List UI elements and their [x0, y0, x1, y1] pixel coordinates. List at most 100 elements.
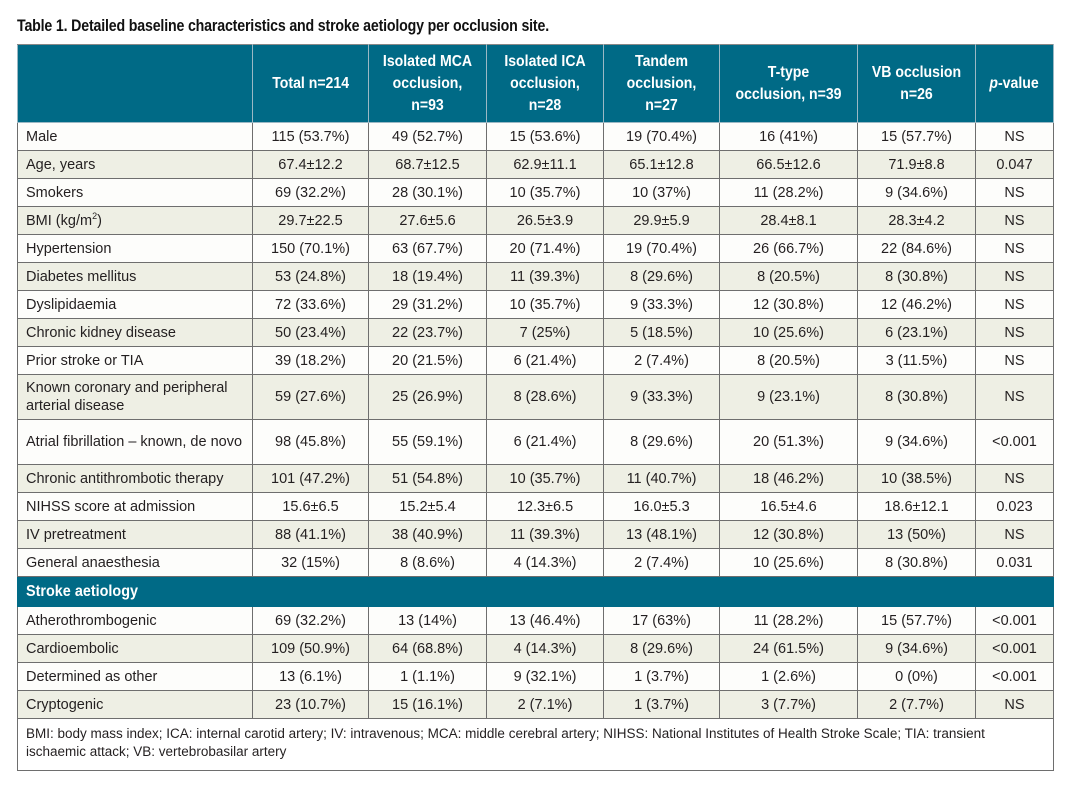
table-row: BMI (kg/m2) 29.7±22.5 27.6±5.6 26.5±3.9 29.9…: [17, 206, 1054, 235]
value-cell: 8 (29.6%): [603, 634, 720, 663]
p-value-cell: 0.047: [975, 150, 1054, 179]
header-cell: VB occlusion n=26: [857, 44, 976, 123]
row-label: BMI (kg/m2): [17, 206, 253, 235]
value-cell: 6 (23.1%): [857, 318, 976, 347]
row-label: Dyslipidaemia: [17, 290, 253, 319]
row-label-text: Chronic antithrombotic therapy: [26, 470, 224, 487]
p-value-cell: NS: [975, 690, 1054, 719]
table-row: NIHSS score at admission 15.6±6.5 15.2±5.4…: [17, 492, 1054, 521]
row-label-text: NIHSS score at admission: [26, 498, 196, 515]
value-cell: 13 (6.1%): [252, 662, 369, 691]
row-label-text: Hypertension: [26, 240, 112, 257]
value-cell: 3 (7.7%): [719, 690, 858, 719]
table-row: IV pretreatment 88 (41.1%) 38 (40.9%) 11 (3…: [17, 520, 1054, 549]
value-cell: 53 (24.8%): [252, 262, 369, 291]
value-cell: 68.7±12.5: [368, 150, 487, 179]
value-cell: 24 (61.5%): [719, 634, 858, 663]
value-cell: 10 (35.7%): [486, 290, 604, 319]
value-cell: 11 (39.3%): [486, 520, 604, 549]
header-cell: Isolated MCA occlusion, n=93: [368, 44, 487, 123]
value-cell: 29.9±5.9: [603, 206, 720, 235]
row-label: Known coronary and peripheral arterial d…: [17, 374, 253, 420]
p-value-cell: NS: [975, 374, 1054, 420]
value-cell: 39 (18.2%): [252, 346, 369, 375]
p-value-cell: NS: [975, 206, 1054, 235]
value-cell: 9 (34.6%): [857, 178, 976, 207]
row-label-text: Known coronary and peripheral arterial d…: [26, 380, 228, 414]
value-cell: 20 (21.5%): [368, 346, 487, 375]
value-cell: 67.4±12.2: [252, 150, 369, 179]
value-cell: 12.3±6.5: [486, 492, 604, 521]
value-cell: 16.0±5.3: [603, 492, 720, 521]
value-cell: 109 (50.9%): [252, 634, 369, 663]
value-cell: 16.5±4.6: [719, 492, 858, 521]
value-cell: 9 (32.1%): [486, 662, 604, 691]
row-label-text: Prior stroke or TIA: [26, 352, 144, 369]
value-cell: 26.5±3.9: [486, 206, 604, 235]
value-cell: 13 (14%): [368, 606, 487, 635]
row-label: Chronic antithrombotic therapy: [17, 464, 253, 493]
p-value-cell: NS: [975, 290, 1054, 319]
value-cell: 71.9±8.8: [857, 150, 976, 179]
value-cell: 98 (45.8%): [252, 419, 369, 465]
row-label-text: Atrial fibrillation – known, de novo: [26, 434, 243, 450]
value-cell: 27.6±5.6: [368, 206, 487, 235]
table-row: Dyslipidaemia 72 (33.6%) 29 (31.2%) 10 (35.…: [17, 290, 1054, 319]
value-cell: 8 (29.6%): [603, 419, 720, 465]
value-cell: 8 (30.8%): [857, 548, 976, 577]
value-cell: 11 (28.2%): [719, 178, 858, 207]
value-cell: 29.7±22.5: [252, 206, 369, 235]
value-cell: 1 (2.6%): [719, 662, 858, 691]
table-row: Cryptogenic 23 (10.7%) 15 (16.1%) 2 (7.1%) 1…: [17, 690, 1054, 719]
header-label: p-value: [990, 73, 1039, 95]
section-title: Stroke aetiology: [26, 582, 139, 600]
table-row: Atrial fibrillation – known, de novo 98 (…: [17, 419, 1054, 465]
value-cell: 50 (23.4%): [252, 318, 369, 347]
row-label: NIHSS score at admission: [17, 492, 253, 521]
value-cell: 18 (19.4%): [368, 262, 487, 291]
footnote-row: BMI: body mass index; ICA: internal caro…: [17, 718, 1054, 771]
table-row: General anaesthesia 32 (15%) 8 (8.6%) 4 (14…: [17, 548, 1054, 577]
value-cell: 1 (3.7%): [603, 690, 720, 719]
table-row: Cardioembolic 109 (50.9%) 64 (68.8%) 4 (14.…: [17, 634, 1054, 663]
value-cell: 18.6±12.1: [857, 492, 976, 521]
row-label-text: Cardioembolic: [26, 640, 119, 657]
value-cell: 29 (31.2%): [368, 290, 487, 319]
header-label: Isolated MCA occlusion, n=93: [382, 52, 473, 114]
section-header: Stroke aetiology: [17, 576, 1054, 607]
value-cell: 25 (26.9%): [368, 374, 487, 420]
header-cell: T-type occlusion, n=39: [719, 44, 858, 123]
value-cell: 18 (46.2%): [719, 464, 858, 493]
value-cell: 10 (37%): [603, 178, 720, 207]
row-label-text: Male: [26, 128, 58, 145]
value-cell: 11 (40.7%): [603, 464, 720, 493]
value-cell: 20 (51.3%): [719, 419, 858, 465]
value-cell: 9 (23.1%): [719, 374, 858, 420]
row-label-text: General anaesthesia: [26, 554, 160, 571]
value-cell: 10 (35.7%): [486, 178, 604, 207]
value-cell: 10 (25.6%): [719, 548, 858, 577]
header-label: Total n=214: [272, 74, 349, 92]
value-cell: 9 (33.3%): [603, 374, 720, 420]
value-cell: 28.4±8.1: [719, 206, 858, 235]
value-cell: 63 (67.7%): [368, 234, 487, 263]
table-row: Smokers 69 (32.2%) 28 (30.1%) 10 (35.7%) 10 …: [17, 178, 1054, 207]
value-cell: 13 (50%): [857, 520, 976, 549]
row-label: Smokers: [17, 178, 253, 207]
table-header: Total n=214 Isolated MCA occlusion, n=93 I…: [17, 44, 1054, 123]
p-value-cell: NS: [975, 178, 1054, 207]
p-value-cell: NS: [975, 464, 1054, 493]
p-value-cell: <0.001: [975, 634, 1054, 663]
value-cell: 49 (52.7%): [368, 122, 487, 151]
baseline-characteristics-table: Total n=214 Isolated MCA occlusion, n=93 I…: [17, 44, 1054, 771]
value-cell: 10 (25.6%): [719, 318, 858, 347]
header-cell-empty: [17, 44, 253, 123]
p-value-cell: NS: [975, 520, 1054, 549]
table-row: Age, years 67.4±12.2 68.7±12.5 62.9±11.1 65.…: [17, 150, 1054, 179]
value-cell: 115 (53.7%): [252, 122, 369, 151]
value-cell: 16 (41%): [719, 122, 858, 151]
table-row: Determined as other 13 (6.1%) 1 (1.1%) 9 (3…: [17, 662, 1054, 691]
row-label: Atherothrombogenic: [17, 606, 253, 635]
row-label: Age, years: [17, 150, 253, 179]
value-cell: 12 (30.8%): [719, 520, 858, 549]
